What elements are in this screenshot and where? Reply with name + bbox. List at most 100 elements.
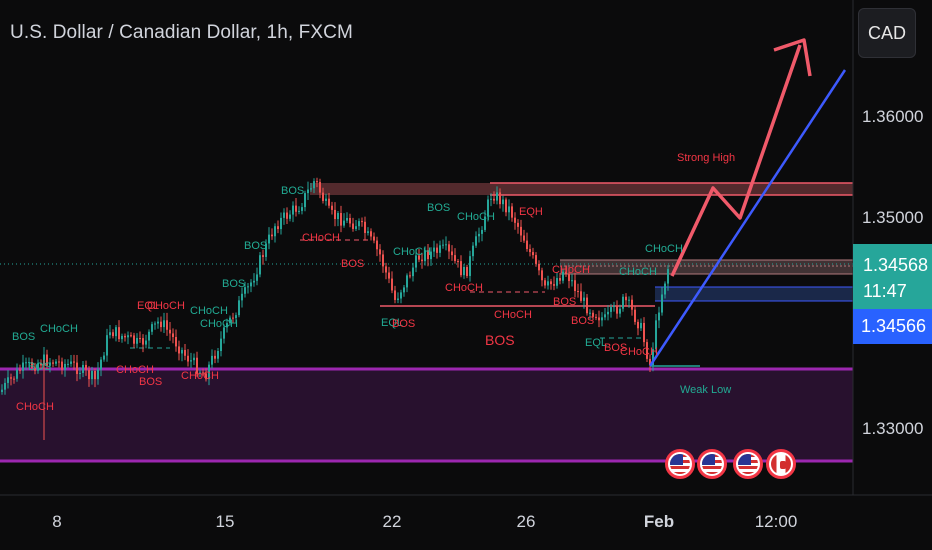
candle-body — [352, 223, 354, 229]
candle-body — [667, 269, 669, 284]
candle-body — [157, 321, 159, 324]
smc-label: CHoCH — [190, 305, 228, 317]
currency-button[interactable]: CAD — [858, 8, 916, 58]
bos-big-label: BOS — [485, 332, 515, 348]
candle-body — [583, 297, 585, 301]
candle-body — [283, 212, 285, 218]
candle-body — [550, 281, 552, 285]
candle-body — [649, 358, 651, 366]
chart-title: U.S. Dollar / Canadian Dollar, 1h, FXCM — [10, 22, 353, 43]
candle-body — [250, 282, 252, 287]
candle-body — [172, 333, 174, 338]
smc-label: BOS — [222, 278, 246, 290]
smc-label: EQL — [585, 337, 608, 349]
candle-body — [109, 332, 111, 336]
candle-body — [211, 355, 213, 365]
candle-body — [178, 346, 180, 354]
us-flag-icon[interactable] — [733, 449, 763, 479]
canada-flag-icon[interactable] — [766, 449, 796, 479]
candle-body — [655, 320, 657, 350]
us-flag-icon[interactable] — [665, 449, 695, 479]
smc-label: CHoCH — [302, 232, 340, 244]
candle-body — [340, 213, 342, 226]
candle-body — [262, 255, 264, 257]
candle-body — [205, 373, 207, 380]
candle-body — [91, 370, 93, 380]
candle-body — [562, 271, 564, 281]
candle-body — [664, 283, 666, 295]
current-price-label: 1.34568 11:47 — [853, 244, 932, 310]
candle-body — [253, 280, 255, 283]
price-tick: 1.36000 — [862, 107, 924, 126]
candle-body — [232, 317, 234, 319]
candle-body — [415, 255, 417, 268]
weak-low-label: Weak Low — [680, 384, 732, 396]
candle-body — [274, 226, 276, 237]
candle-body — [202, 372, 204, 374]
candle-body — [409, 275, 411, 277]
candle-body — [286, 212, 288, 219]
smc-label: BOS — [604, 342, 628, 354]
candle-body — [73, 361, 75, 363]
candle-body — [523, 235, 525, 241]
candle-body — [631, 299, 633, 310]
candle-body — [625, 296, 627, 301]
candle-body — [370, 231, 372, 237]
smc-label: CHoCH — [40, 323, 78, 335]
candle-body — [379, 249, 381, 255]
candle-body — [628, 299, 630, 301]
candle-body — [391, 278, 393, 291]
smc-label: CHoCH — [620, 346, 658, 358]
us-flag-icon[interactable] — [697, 449, 727, 479]
candle-body — [640, 322, 642, 329]
candle-body — [196, 357, 198, 374]
candlesticks — [1, 177, 669, 440]
candle-body — [184, 349, 186, 356]
candle-body — [568, 273, 570, 282]
candle-body — [130, 335, 132, 337]
smc-label: CHoCH — [457, 211, 495, 223]
candle-body — [85, 364, 87, 370]
candle-body — [637, 321, 639, 329]
candle-body — [535, 255, 537, 264]
candle-body — [40, 363, 42, 366]
candle-body — [343, 220, 345, 226]
candle-body — [364, 221, 366, 233]
candle-body — [646, 342, 648, 359]
candle-body — [133, 335, 135, 344]
candle-body — [247, 286, 249, 288]
candle-body — [322, 192, 324, 201]
candle-body — [7, 377, 9, 383]
smc-label: BOS — [139, 376, 163, 388]
candle-body — [601, 317, 603, 321]
candle-body — [454, 255, 456, 262]
supply-zone-strong-high — [310, 183, 853, 195]
candle-body — [127, 335, 129, 338]
candle-body — [607, 311, 609, 315]
candle-body — [541, 270, 543, 281]
smc-label: CHoCH — [116, 364, 154, 376]
candle-body — [367, 231, 369, 233]
candle-body — [19, 369, 21, 371]
candle-body — [598, 317, 600, 321]
candle-body — [397, 298, 399, 300]
candle-body — [307, 189, 309, 194]
candle-body — [238, 300, 240, 316]
candle-body — [358, 221, 360, 227]
candle-body — [463, 267, 465, 276]
candle-body — [316, 181, 318, 183]
candle-body — [613, 305, 615, 308]
candle-body — [76, 362, 78, 374]
candle-body — [586, 297, 588, 314]
candle-body — [499, 192, 501, 205]
candle-body — [559, 278, 561, 281]
candle-body — [445, 244, 447, 246]
candle-body — [112, 332, 114, 337]
candle-body — [103, 355, 105, 360]
candle-body — [25, 362, 27, 364]
candle-body — [223, 327, 225, 339]
candle-body — [4, 382, 6, 390]
candle-body — [661, 294, 663, 313]
candle-body — [571, 280, 573, 282]
